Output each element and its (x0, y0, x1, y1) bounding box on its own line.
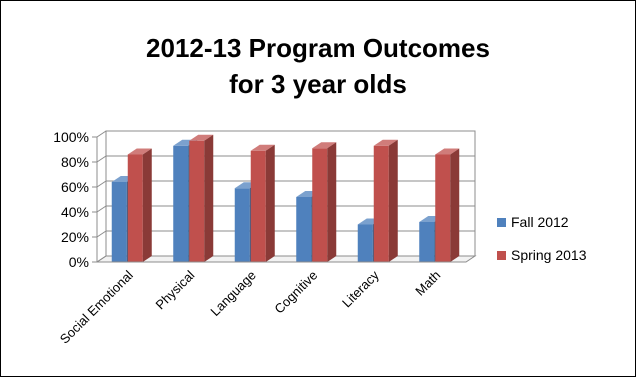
gridline-side (96, 180, 107, 188)
chart-title-line-1: 2012-13 Program Outcomes (146, 33, 490, 63)
bar-front (127, 154, 143, 262)
plot-area: 0% 20% 40% 60% 80% 100% Social Emotional Physic… (53, 129, 477, 347)
back-wall (105, 130, 476, 257)
bar-front (173, 145, 189, 262)
bar-front (189, 140, 205, 262)
bar (189, 134, 214, 262)
y-tick-label: 40% (61, 204, 89, 220)
x-tick-label: Physical (153, 267, 198, 312)
gridline-side (96, 155, 107, 163)
bar-front (250, 150, 266, 262)
bar-top (435, 148, 460, 155)
bar-top (312, 142, 337, 149)
x-tick-label: Social Emotional (57, 267, 136, 346)
y-tick-label: 20% (61, 229, 89, 245)
bar (312, 142, 337, 262)
gridline-side (96, 230, 107, 238)
bar-front (357, 224, 373, 262)
legend: Fall 2012 Spring 2013 (497, 214, 587, 263)
bar (250, 144, 275, 262)
bar-front (296, 197, 312, 262)
x-tick-label: Math (412, 268, 443, 299)
bar-side (327, 142, 337, 262)
bar-top (250, 144, 275, 151)
legend-swatch (497, 218, 506, 227)
bar (435, 148, 460, 262)
gridline-side (96, 255, 107, 263)
bar (373, 139, 398, 262)
floor (95, 255, 477, 263)
bar-side (204, 134, 214, 262)
bar-front (419, 222, 435, 262)
chart-title-line-2: for 3 year olds (229, 69, 407, 99)
gridline-side (96, 130, 107, 138)
x-tick-label: Language (207, 268, 259, 320)
bar-top (373, 139, 398, 146)
bar-front (234, 188, 250, 262)
legend-swatch (497, 251, 506, 260)
bar (127, 148, 152, 262)
y-tick-label: 80% (61, 154, 89, 170)
bar-front (312, 148, 328, 262)
x-tick-label: Cognitive (271, 268, 320, 317)
y-tick-label: 100% (53, 129, 89, 145)
bar-front (435, 154, 451, 262)
x-tick-label: Literacy (339, 267, 382, 310)
legend-label: Fall 2012 (511, 214, 569, 230)
y-tick-label: 60% (61, 179, 89, 195)
bar-top (127, 148, 152, 155)
bar-side (142, 148, 152, 262)
bar-side (388, 139, 398, 262)
y-tick-label: 0% (69, 254, 89, 270)
bar-top (189, 134, 214, 141)
bar-front (373, 145, 389, 262)
bar-side (450, 148, 460, 262)
bar-front (111, 182, 127, 262)
legend-label: Spring 2013 (511, 247, 587, 263)
gridline-side (96, 205, 107, 213)
bar-side (265, 144, 275, 262)
